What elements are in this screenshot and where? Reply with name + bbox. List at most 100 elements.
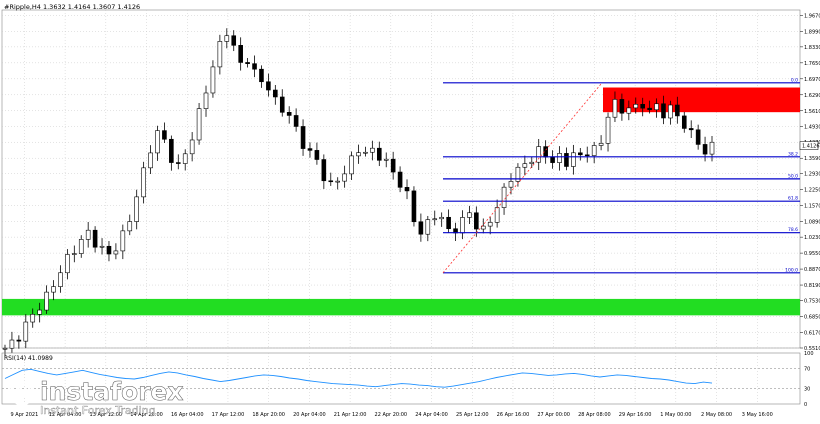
x-tick-label: 26 Apr 16:00 [497, 412, 530, 418]
candle-body [148, 152, 153, 169]
x-tick-label: 28 Apr 08:00 [578, 412, 611, 418]
candle-body [37, 309, 42, 315]
price-panel: 0.0 38.2 50.0 61.8 78.6 100.0 [1, 9, 801, 357]
candle-body [487, 222, 493, 227]
candle-body [501, 186, 507, 208]
y-tick-label: 1.3590 [804, 156, 820, 162]
candle-body [418, 221, 424, 235]
y-tick-label: 1.8330 [804, 45, 820, 51]
x-tick-label: 25 Apr 12:00 [456, 412, 489, 418]
axes: 9 Apr 2021 12 Apr 04:00 13 Apr 12:00 14 Apr… [11, 13, 820, 418]
rsi-panel [1, 352, 801, 405]
candle-body [155, 130, 160, 154]
candle-body [245, 62, 250, 64]
candle-body [474, 212, 479, 230]
candle-body [99, 245, 105, 248]
candle-body [668, 104, 673, 119]
candle-body [210, 66, 216, 94]
candle-body [224, 35, 230, 42]
current-price-tag [799, 141, 819, 150]
candle-body [273, 89, 278, 98]
x-tick-label: 21 Apr 12:00 [334, 412, 367, 418]
y-tick-label: 1.2250 [804, 188, 820, 194]
x-tick-label: 16 Apr 04:00 [171, 412, 204, 418]
candle-body [446, 216, 451, 230]
candle-body [162, 130, 167, 140]
candle-body [695, 129, 701, 145]
candle-body [370, 147, 375, 153]
candle-body [494, 207, 500, 223]
candle-body [293, 115, 299, 127]
candle-body [675, 104, 680, 117]
x-tick-label: 17 Apr 12:00 [212, 412, 245, 418]
candle-body [702, 144, 708, 155]
candle-body [259, 68, 264, 83]
candle-body [175, 162, 181, 164]
y-tick-label: 1.0890 [804, 220, 820, 226]
candle-body [300, 126, 306, 149]
y-tick-label: 1.8990 [804, 29, 820, 35]
candle-body [404, 187, 410, 192]
y-tick-label: 1.4930 [804, 125, 820, 131]
candle-body [328, 180, 334, 183]
candle-body [314, 150, 320, 160]
y-tick-label: 1.7650 [804, 61, 820, 67]
candle-body [619, 99, 625, 114]
candle-body [425, 219, 431, 235]
candle-body [564, 153, 569, 167]
candle-body [72, 253, 77, 255]
y-tick-label: 1.2930 [804, 172, 820, 178]
candle-body [647, 107, 652, 111]
y-tick-label: 1.5610 [804, 109, 820, 115]
candle-body [2, 347, 8, 350]
candle-body [356, 152, 361, 157]
candle-body [134, 196, 139, 222]
candle-body [363, 151, 368, 154]
candle-body [182, 153, 188, 164]
x-tick-label: 22 Apr 20:00 [375, 412, 408, 418]
y-tick-label: 1.9670 [804, 13, 820, 19]
x-tick-label: 14 Apr 20:00 [130, 412, 163, 418]
candle-body [681, 115, 687, 129]
candle-body [640, 103, 645, 109]
fib-level-label: 0.0 [791, 77, 798, 83]
candle-body [688, 128, 694, 131]
candle-body [557, 153, 562, 163]
candle-body [522, 163, 528, 168]
symbol-header: #Ripple,H4 1.3632 1.4164 1.3607 1.4126 [4, 3, 140, 11]
candle-body [9, 339, 15, 349]
candle-body [266, 81, 271, 91]
watermark-brand: instaforex [40, 377, 184, 406]
instaforex-watermark: instaforex Instant Forex Trading [9, 377, 184, 417]
candle-body [106, 245, 112, 255]
y-tick-label: 0.5510 [804, 346, 820, 352]
fib-level-label: 38.2 [788, 151, 798, 157]
x-tick-label: 27 Apr 00:00 [537, 412, 570, 418]
candle-body [605, 116, 611, 144]
candle-body [78, 239, 84, 254]
y-tick-label: 1.6970 [804, 77, 820, 83]
watermark-tagline: Instant Forex Trading [40, 404, 156, 417]
candle-body [169, 138, 174, 163]
x-tick-label: 24 Apr 04:00 [415, 412, 448, 418]
candle-body [439, 216, 444, 220]
fib-level-label: 50.0 [788, 173, 798, 179]
rsi-line [4, 368, 713, 388]
candle-body [626, 107, 632, 114]
x-tick-label: 1 May 00:00 [660, 412, 691, 418]
candle-body [383, 158, 389, 161]
y-tick-label: 0.6170 [804, 330, 820, 336]
rsi-y-tick-label: 30 [804, 387, 810, 393]
fib-level-label: 61.8 [788, 196, 798, 202]
candle-body [85, 229, 91, 240]
candle-body [231, 35, 237, 46]
candle-body [307, 148, 313, 151]
candle-body [460, 217, 465, 234]
y-tick-label: 0.8870 [804, 267, 820, 273]
candle-body [612, 99, 618, 118]
fib-level-label: 100.0 [785, 267, 798, 273]
candle-body [321, 159, 327, 182]
rsi-y-tick-label: 100 [804, 351, 814, 357]
y-tick-label: 1.1570 [804, 204, 820, 210]
